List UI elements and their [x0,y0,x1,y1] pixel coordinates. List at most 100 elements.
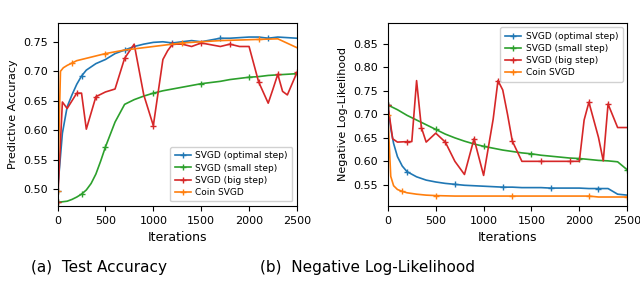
Legend: SVGD (optimal step), SVGD (small step), SVGD (big step), Coin SVGD: SVGD (optimal step), SVGD (small step), … [170,147,292,201]
Coin SVGD [390,184,397,187]
SVGD (big step) [595,136,602,139]
Legend: SVGD (optimal step), SVGD (small step), SVGD (big step), Coin SVGD: SVGD (optimal step), SVGD (small step), … [500,27,623,82]
SVGD (optimal step) [255,35,262,39]
SVGD (small step) [216,80,224,83]
SVGD (big step) [188,45,195,48]
SVGD (optimal step) [121,48,129,52]
SVGD (optimal step) [451,183,459,186]
SVGD (optimal step) [537,186,545,189]
Line: SVGD (big step): SVGD (big step) [385,78,630,178]
SVGD (optimal step) [226,37,234,40]
SVGD (big step) [432,132,440,135]
SVGD (optimal step) [284,36,291,39]
SVGD (optimal step) [216,37,224,40]
Coin SVGD [547,194,554,198]
SVGD (small step) [509,150,516,153]
SVGD (small step) [87,182,95,185]
Coin SVGD [384,114,392,117]
Coin SVGD [73,59,81,62]
Coin SVGD [394,188,401,191]
Coin SVGD [614,195,621,199]
SVGD (small step) [556,155,564,159]
SVGD (small step) [623,168,631,172]
Coin SVGD [527,194,535,198]
SVGD (optimal step) [595,187,602,190]
SVGD (optimal step) [83,68,90,72]
SVGD (small step) [102,145,109,149]
X-axis label: Iterations: Iterations [478,231,538,244]
SVGD (optimal step) [384,103,392,107]
SVGD (big step) [556,160,564,163]
SVGD (small step) [245,76,253,79]
Line: SVGD (small step): SVGD (small step) [55,71,300,205]
SVGD (small step) [150,92,157,95]
Coin SVGD [255,38,262,41]
SVGD (small step) [236,77,243,80]
SVGD (big step) [269,87,277,91]
SVGD (optimal step) [499,185,507,189]
SVGD (big step) [403,140,411,143]
Coin SVGD [413,192,420,196]
SVGD (big step) [518,160,525,163]
Coin SVGD [604,195,612,199]
SVGD (optimal step) [264,37,272,40]
SVGD (small step) [73,195,81,199]
SVGD (small step) [585,158,593,161]
Coin SVGD [451,194,459,198]
Coin SVGD [566,194,573,198]
SVGD (big step) [73,92,81,95]
SVGD (small step) [604,159,612,162]
SVGD (optimal step) [274,35,282,39]
Coin SVGD [595,195,602,199]
SVGD (optimal step) [54,189,61,192]
SVGD (big step) [537,160,545,163]
SVGD (small step) [403,114,411,117]
SVGD (optimal step) [92,62,100,65]
Text: (a)  Test Accuracy: (a) Test Accuracy [31,260,167,275]
SVGD (big step) [547,160,554,163]
SVGD (small step) [178,86,186,89]
SVGD (small step) [159,89,167,92]
SVGD (optimal step) [245,35,253,39]
Coin SVGD [509,194,516,198]
SVGD (big step) [102,90,109,94]
SVGD (optimal step) [432,180,440,184]
Line: SVGD (optimal step): SVGD (optimal step) [55,34,300,193]
Coin SVGD [432,194,440,197]
SVGD (big step) [566,160,573,163]
SVGD (small step) [518,151,525,155]
SVGD (optimal step) [197,40,205,43]
Coin SVGD [216,39,224,42]
SVGD (small step) [293,72,301,76]
SVGD (big step) [83,128,90,131]
SVGD (big step) [600,159,607,162]
SVGD (optimal step) [188,39,195,42]
SVGD (big step) [255,80,262,84]
SVGD (small step) [394,108,401,112]
SVGD (big step) [279,90,287,93]
SVGD (big step) [585,100,593,104]
Coin SVGD [63,64,71,67]
Coin SVGD [178,41,186,45]
SVGD (small step) [226,78,234,81]
SVGD (small step) [413,118,420,122]
Coin SVGD [387,175,395,178]
SVGD (small step) [168,87,176,91]
SVGD (small step) [451,136,459,140]
SVGD (small step) [207,81,214,84]
SVGD (optimal step) [178,40,186,43]
SVGD (big step) [92,95,100,98]
SVGD (optimal step) [63,105,71,108]
SVGD (small step) [547,154,554,158]
SVGD (big step) [575,160,583,163]
SVGD (big step) [150,124,157,127]
SVGD (optimal step) [442,182,449,185]
SVGD (big step) [509,140,516,143]
SVGD (big step) [293,71,301,74]
SVGD (big step) [58,100,66,104]
SVGD (big step) [111,87,119,91]
Line: SVGD (small step): SVGD (small step) [385,102,630,172]
Coin SVGD [121,48,129,52]
SVGD (optimal step) [480,184,488,188]
SVGD (optimal step) [575,186,583,190]
